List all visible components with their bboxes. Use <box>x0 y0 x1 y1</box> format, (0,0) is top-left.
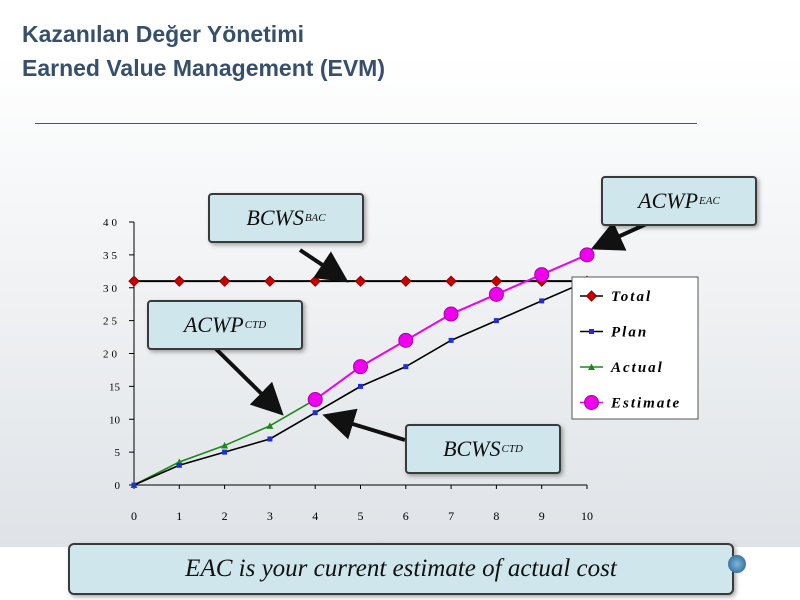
data-point-estimate <box>307 392 323 408</box>
data-point-total <box>173 275 186 287</box>
y-tick-label: 10 <box>109 414 121 426</box>
page-title-english: Earned Value Management (EVM) <box>22 55 385 81</box>
annotation-acwp-ctd: ACWP CTD <box>147 300 303 350</box>
legend-marker <box>584 395 599 410</box>
annotation-subscript: CTD <box>244 319 267 331</box>
data-point-total <box>309 275 321 287</box>
x-tick-label: 3 <box>267 509 273 523</box>
y-tick-label: 30 <box>103 283 120 295</box>
data-point-plan <box>358 383 363 389</box>
annotation-bcws-ctd: BCWS CTD <box>405 424 561 474</box>
arrow-bcws-ctd <box>322 408 406 442</box>
y-tick-label: 5 <box>115 447 121 459</box>
data-point-plan <box>131 482 137 488</box>
data-point-plan <box>176 462 182 468</box>
data-point-estimate <box>488 286 504 302</box>
data-point-plan <box>267 436 273 442</box>
data-point-plan <box>312 410 318 416</box>
x-tick-label: 8 <box>493 509 499 523</box>
footer-callout: EAC is your current estimate of actual c… <box>68 543 734 595</box>
data-point-actual <box>221 442 229 449</box>
data-point-total <box>354 275 367 287</box>
x-tick-label: 0 <box>131 509 137 523</box>
page-title-turkish: Kazanılan Değer Yönetimi <box>22 21 305 47</box>
annotation-subscript: CTD <box>501 443 523 455</box>
data-point-total <box>128 275 140 287</box>
y-tick-label: 20 <box>103 349 120 361</box>
y-tick-label: 40 <box>103 217 120 229</box>
annotation-main-text: ACWP <box>638 188 699 213</box>
data-point-total <box>264 275 276 287</box>
x-tick-label: 9 <box>539 509 545 523</box>
title-divider <box>35 123 697 124</box>
data-point-estimate <box>534 267 550 283</box>
data-point-plan <box>448 337 454 343</box>
legend-marker <box>589 329 594 334</box>
x-tick-label: 6 <box>403 509 409 523</box>
data-point-plan <box>403 364 409 370</box>
y-tick-label: 15 <box>109 381 121 393</box>
x-tick-label: 5 <box>358 509 364 523</box>
x-tick-label: 1 <box>176 509 182 523</box>
data-point-total <box>445 275 457 287</box>
legend-label: Actual <box>610 360 664 376</box>
data-point-plan <box>539 298 545 304</box>
annotation-main-text: BCWS <box>246 205 304 230</box>
y-tick-label: 25 <box>103 316 120 328</box>
data-point-estimate <box>443 306 459 322</box>
annotation-bcws-bac: BCWS BAC <box>208 193 364 243</box>
data-point-plan <box>222 449 228 455</box>
y-tick-label: 0 <box>115 480 121 492</box>
legend-label: Estimate <box>610 396 681 412</box>
data-point-estimate <box>353 359 368 375</box>
annotation-acwp-eac: ACWP EAC <box>601 176 757 226</box>
x-tick-label: 7 <box>448 509 454 523</box>
x-tick-label: 2 <box>222 509 228 523</box>
data-point-total <box>490 275 503 287</box>
arrow-bcws-bac <box>298 248 349 283</box>
x-tick-label: 4 <box>312 509 318 523</box>
arrow-acwp-ctd <box>212 345 284 416</box>
legend-marker <box>585 290 598 302</box>
legend-marker <box>588 363 595 370</box>
x-tick-label: 10 <box>581 509 593 523</box>
data-point-actual <box>266 422 274 429</box>
annotation-main-text: BCWS <box>443 436 501 461</box>
navigation-orb-icon <box>728 555 746 573</box>
data-point-estimate <box>579 247 595 263</box>
annotation-subscript: EAC <box>699 195 720 207</box>
annotation-main-text: ACWP <box>183 312 244 337</box>
data-point-plan <box>493 318 499 324</box>
legend-label: Plan <box>611 325 648 341</box>
y-tick-label: 35 <box>103 250 120 262</box>
data-point-total <box>400 275 412 287</box>
data-point-estimate <box>398 332 414 348</box>
data-point-total <box>218 275 231 287</box>
legend-label: Total <box>611 289 652 305</box>
annotation-subscript: BAC <box>304 212 326 224</box>
